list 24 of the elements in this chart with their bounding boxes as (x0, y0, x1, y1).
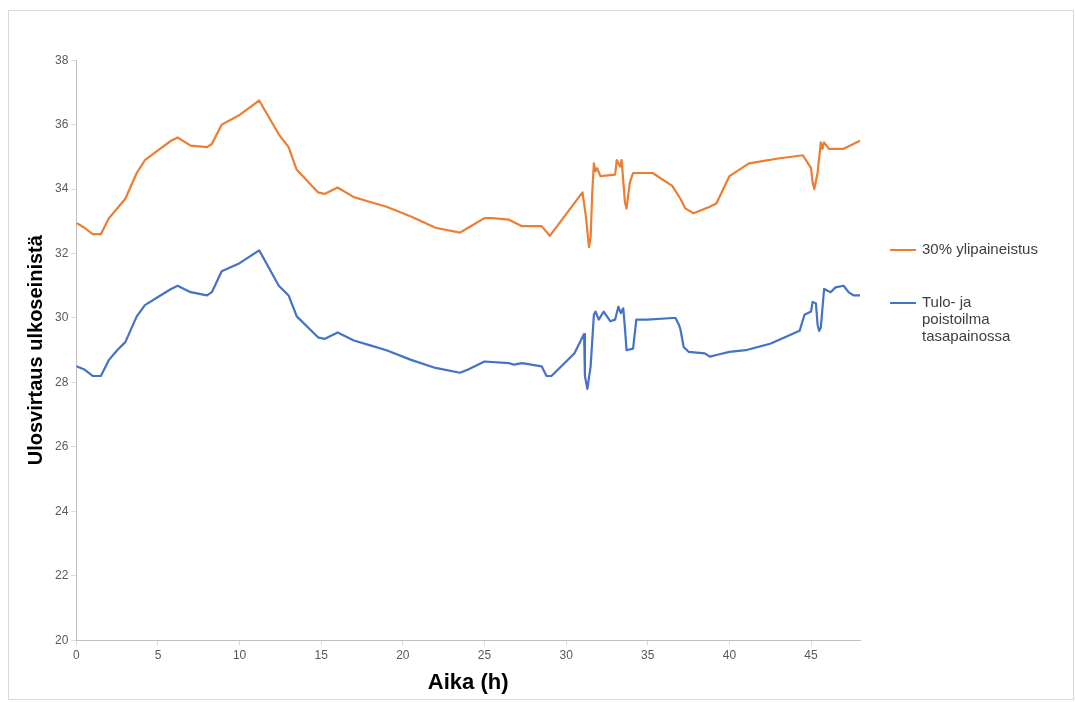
x-tick-label: 10 (232, 647, 247, 662)
x-tick-label: 45 (804, 647, 819, 662)
y-tick-label: 20 (54, 632, 69, 647)
y-tick-label: 36 (54, 116, 69, 131)
x-axis-title: Aika (h) (427, 668, 509, 694)
y-tick-label: 34 (54, 181, 69, 196)
y-axis-title: Ulosvirtaus ulkoseinistä (23, 234, 46, 466)
x-tick-label: 40 (722, 647, 737, 662)
y-tick-label: 24 (54, 503, 69, 518)
x-tick-label: 15 (314, 647, 329, 662)
x-tick-label: 20 (396, 647, 410, 662)
legend-label: 30% ylipaineistus (922, 240, 1038, 257)
y-tick-label: 26 (54, 439, 69, 454)
y-tick-label: 30 (54, 310, 69, 325)
y-tick-label: 22 (54, 568, 69, 583)
x-tick-label: 0 (73, 647, 80, 662)
x-tick-label: 25 (477, 647, 492, 662)
y-tick-label: 32 (54, 245, 69, 260)
x-tick-label: 5 (154, 647, 162, 662)
y-tick-label: 38 (54, 52, 69, 67)
legend-label: Tulo- ja poistoilma tasapainossa (922, 293, 1012, 344)
y-tick-label: 28 (54, 374, 69, 389)
x-tick-label: 30 (559, 647, 574, 662)
x-tick-label: 35 (641, 647, 655, 662)
